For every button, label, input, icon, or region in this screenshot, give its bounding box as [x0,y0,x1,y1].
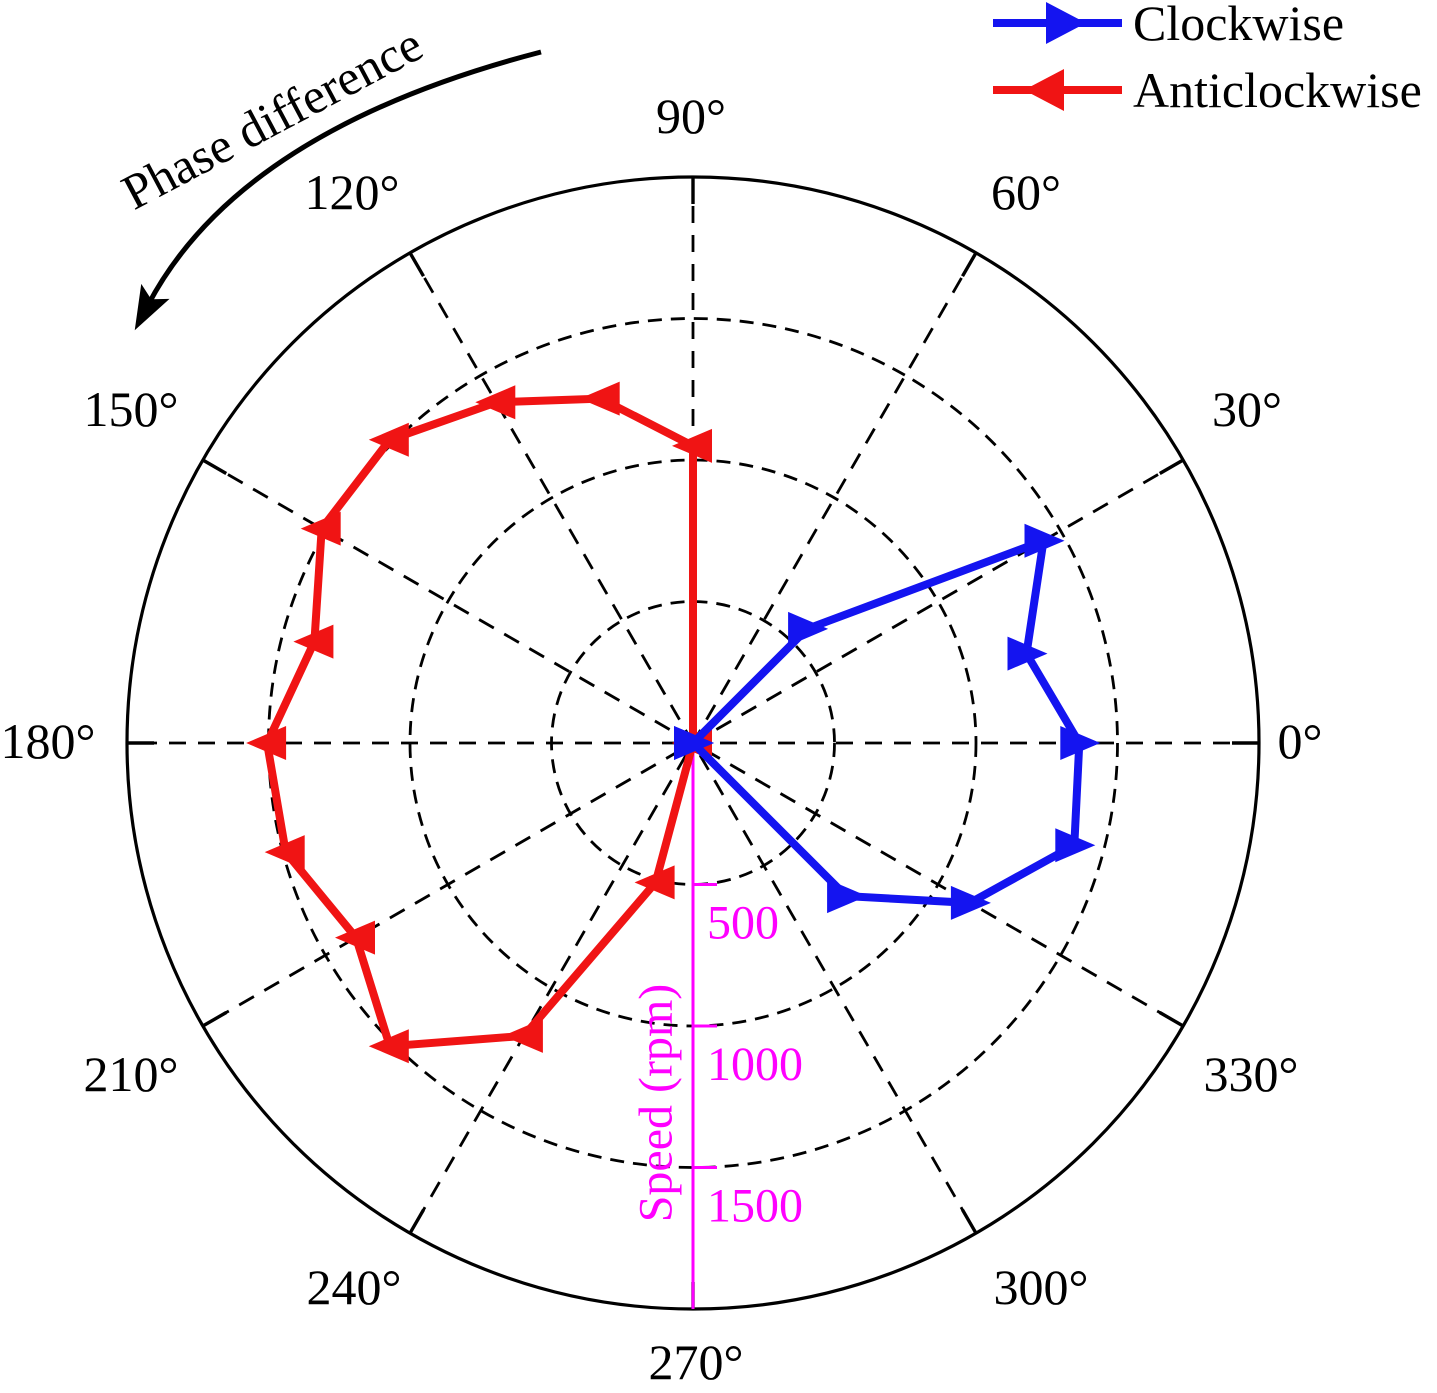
angle-label-300: 300° [994,1259,1089,1315]
series-anticlockwise-marker-2 [579,381,620,416]
legend-label-anticlockwise: Anticlockwise [1133,62,1422,118]
angle-label-330: 330° [1204,1046,1299,1102]
radial-axis: 500 1000 1500 Speed (rpm) [630,743,803,1309]
angle-label-0: 0° [1278,713,1323,769]
angle-labels: 0° 30° 60° 90° 120° 150° 180° 210° 240° 270° 300° 3… [1,88,1323,1390]
outer-tick-330 [1158,1011,1185,1028]
radial-tick-label-1000: 1000 [707,1038,803,1091]
angle-label-180: 180° [1,713,96,769]
phase-direction-arrowhead-icon [134,283,170,331]
series-clockwise-marker-5 [1055,828,1096,863]
series-anticlockwise-marker-4 [368,422,409,457]
series-clockwise-marker-2 [1024,523,1065,558]
radial-tick-label-500: 500 [707,897,779,950]
series-clockwise-marker-6 [950,885,991,920]
angle-label-60: 60° [991,164,1061,220]
radial-tick-label-1500: 1500 [707,1180,803,1233]
series-anticlockwise-marker-10 [368,1029,409,1064]
outer-tick-120 [408,251,425,278]
outer-tick-300 [961,1208,978,1235]
series-anticlockwise [246,381,712,1064]
grid-circle-1500 [267,317,1119,1169]
series-clockwise-marker-1 [788,611,829,646]
series-anticlockwise-marker-8 [264,835,305,870]
series-anticlockwise-marker-12 [634,865,675,900]
series-anticlockwise-marker-1 [672,428,712,463]
left-triangle-icon [1024,69,1064,111]
series-anticlockwise-marker-6 [293,624,334,659]
angle-label-150: 150° [84,381,179,437]
series-anticlockwise-marker-11 [502,1018,543,1053]
radial-axis-title: Speed (rpm) [630,984,683,1223]
angle-label-90: 90° [656,88,726,144]
series-clockwise [674,523,1101,920]
outer-tick-30 [1158,458,1185,475]
angle-label-240: 240° [307,1259,402,1315]
outer-tick-60 [961,251,978,278]
legend-label-clockwise: Clockwise [1133,0,1344,51]
series-anticlockwise-marker-5 [300,511,341,546]
series-clockwise-marker-8 [674,726,714,760]
outer-tick-210 [201,1011,228,1028]
series-clockwise-marker-3 [1007,636,1048,671]
phase-direction-arc [145,49,542,307]
series-anticlockwise-marker-7 [246,726,287,760]
legend-item-anticlockwise: Anticlockwise [993,62,1422,118]
angle-label-120: 120° [305,164,400,220]
series-anticlockwise-marker-3 [475,385,516,420]
right-triangle-icon [1046,2,1086,44]
legend-item-clockwise: Clockwise [993,0,1344,51]
series-anticlockwise-marker-9 [335,920,375,955]
angle-label-30: 30° [1212,381,1282,437]
angle-label-270: 270° [649,1334,744,1388]
outer-tick-240 [408,1208,425,1235]
legend: Clockwise Anticlockwise [993,0,1422,118]
series-clockwise-marker-7 [827,879,868,914]
angle-label-210: 210° [84,1046,179,1102]
series-clockwise-marker-4 [1060,726,1101,760]
outer-tick-150 [201,458,228,475]
